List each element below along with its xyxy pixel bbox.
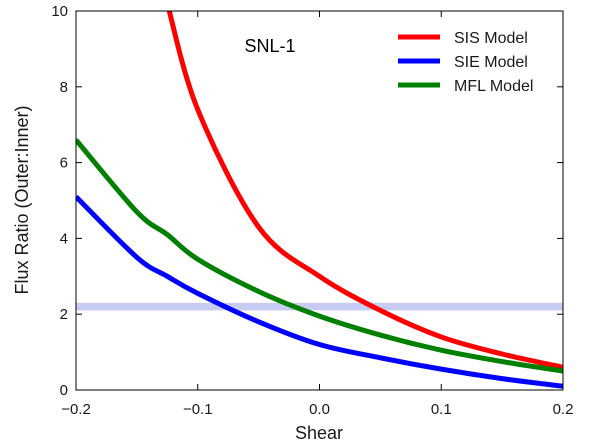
- legend-label-sie-model: SIE Model: [454, 54, 528, 71]
- observed-band-layer: [76, 302, 563, 311]
- y-tick-label: 6: [60, 155, 68, 172]
- x-tick-label: 0.1: [431, 401, 452, 418]
- x-axis-label: Shear: [295, 423, 343, 443]
- observed-ratio-band: [76, 302, 563, 311]
- legend-label-sis-model: SIS Model: [454, 30, 528, 47]
- y-tick-label: 10: [51, 3, 68, 20]
- x-tick-label: 0.2: [553, 401, 574, 418]
- y-tick-label: 0: [60, 382, 68, 399]
- y-tick-label: 4: [60, 230, 68, 247]
- x-tick-label: 0.0: [309, 401, 330, 418]
- y-tick-label: 8: [60, 79, 68, 96]
- x-tick-label: −0.2: [61, 401, 91, 418]
- series-line-sie-model: [76, 194, 563, 389]
- series-line-sis-model: [166, 11, 563, 370]
- y-axis-label: Flux Ratio (Outer:Inner): [12, 105, 32, 294]
- y-tick-label: 2: [60, 306, 68, 323]
- x-tick-label: −0.1: [183, 401, 213, 418]
- legend-label-mfl-model: MFL Model: [454, 78, 533, 95]
- legend: SIS Model SIE Model MFL Model: [398, 30, 533, 95]
- chart-annotation: SNL-1: [244, 36, 295, 56]
- tick-layer: −0.2 −0.1 0.0 0.1 0.2 0 2 4 6 8 10: [51, 3, 573, 418]
- series-line-mfl-model: [76, 138, 563, 374]
- series-layer: [76, 11, 563, 389]
